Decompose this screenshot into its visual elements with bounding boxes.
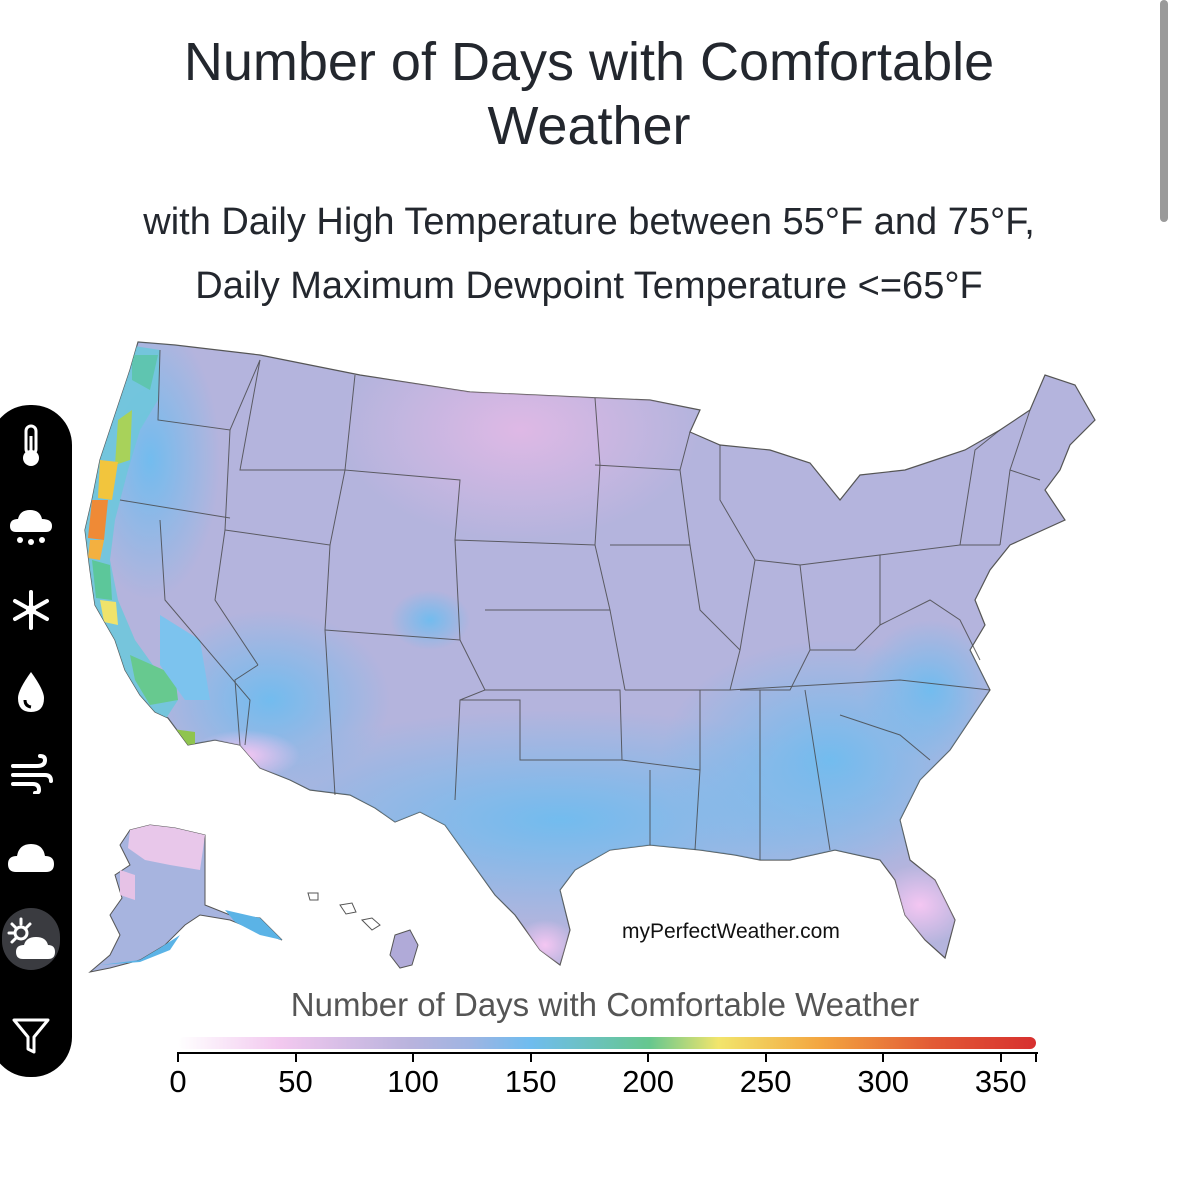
alaska-region xyxy=(88,824,283,973)
legend-title: Number of Days with Comfortable Weather xyxy=(290,986,920,1023)
humidity-drop-icon[interactable] xyxy=(0,661,62,723)
legend-tick-label: 50 xyxy=(278,1064,313,1099)
legend-tick-label: 200 xyxy=(622,1064,674,1099)
page-scrollbar[interactable] xyxy=(1160,0,1168,222)
rain-cloud-icon[interactable] xyxy=(0,497,62,559)
snowflake-icon[interactable] xyxy=(0,579,62,641)
legend-tick-label: 250 xyxy=(739,1064,792,1099)
hawaii-region xyxy=(307,892,419,969)
map-title: Number of Days with Comfortable Weather xyxy=(0,30,1178,158)
subtitle-line-1: with Daily High Temperature between 55°F… xyxy=(143,201,1035,243)
title-line-1: Number of Days with Comfortable xyxy=(183,32,995,92)
cloud-icon[interactable] xyxy=(0,825,62,887)
map-layer-toolbar xyxy=(0,405,72,1077)
filter-icon[interactable] xyxy=(0,1005,62,1067)
map-watermark: myPerfectWeather.com xyxy=(622,920,840,943)
legend-tick-end xyxy=(1035,1052,1037,1062)
map-subtitle: with Daily High Temperature between 55°F… xyxy=(0,190,1178,318)
legend-axis xyxy=(178,1052,1038,1054)
legend-tick xyxy=(412,1052,415,1062)
legend-tick xyxy=(529,1052,532,1062)
legend-tick xyxy=(177,1052,179,1062)
legend-tick-label: 150 xyxy=(504,1064,557,1099)
legend-tick xyxy=(647,1052,650,1062)
legend-tick-label: 100 xyxy=(387,1064,439,1099)
legend-tick xyxy=(294,1052,297,1062)
legend-tick xyxy=(999,1052,1002,1062)
thermometer-icon[interactable] xyxy=(0,415,62,477)
sun-cloud-icon[interactable] xyxy=(2,908,60,970)
legend-tick-label: 0 xyxy=(169,1064,187,1099)
wind-icon[interactable] xyxy=(0,743,62,805)
legend-tick xyxy=(882,1052,885,1062)
legend-tick-label: 350 xyxy=(974,1064,1027,1099)
title-line-2: Weather xyxy=(487,96,691,156)
legend-color-bar xyxy=(178,1037,1036,1049)
legend-tick xyxy=(764,1052,767,1062)
subtitle-line-2: Daily Maximum Dewpoint Temperature <=65°… xyxy=(195,265,983,307)
legend-tick-label: 300 xyxy=(857,1064,910,1099)
conus-region xyxy=(84,341,1096,967)
